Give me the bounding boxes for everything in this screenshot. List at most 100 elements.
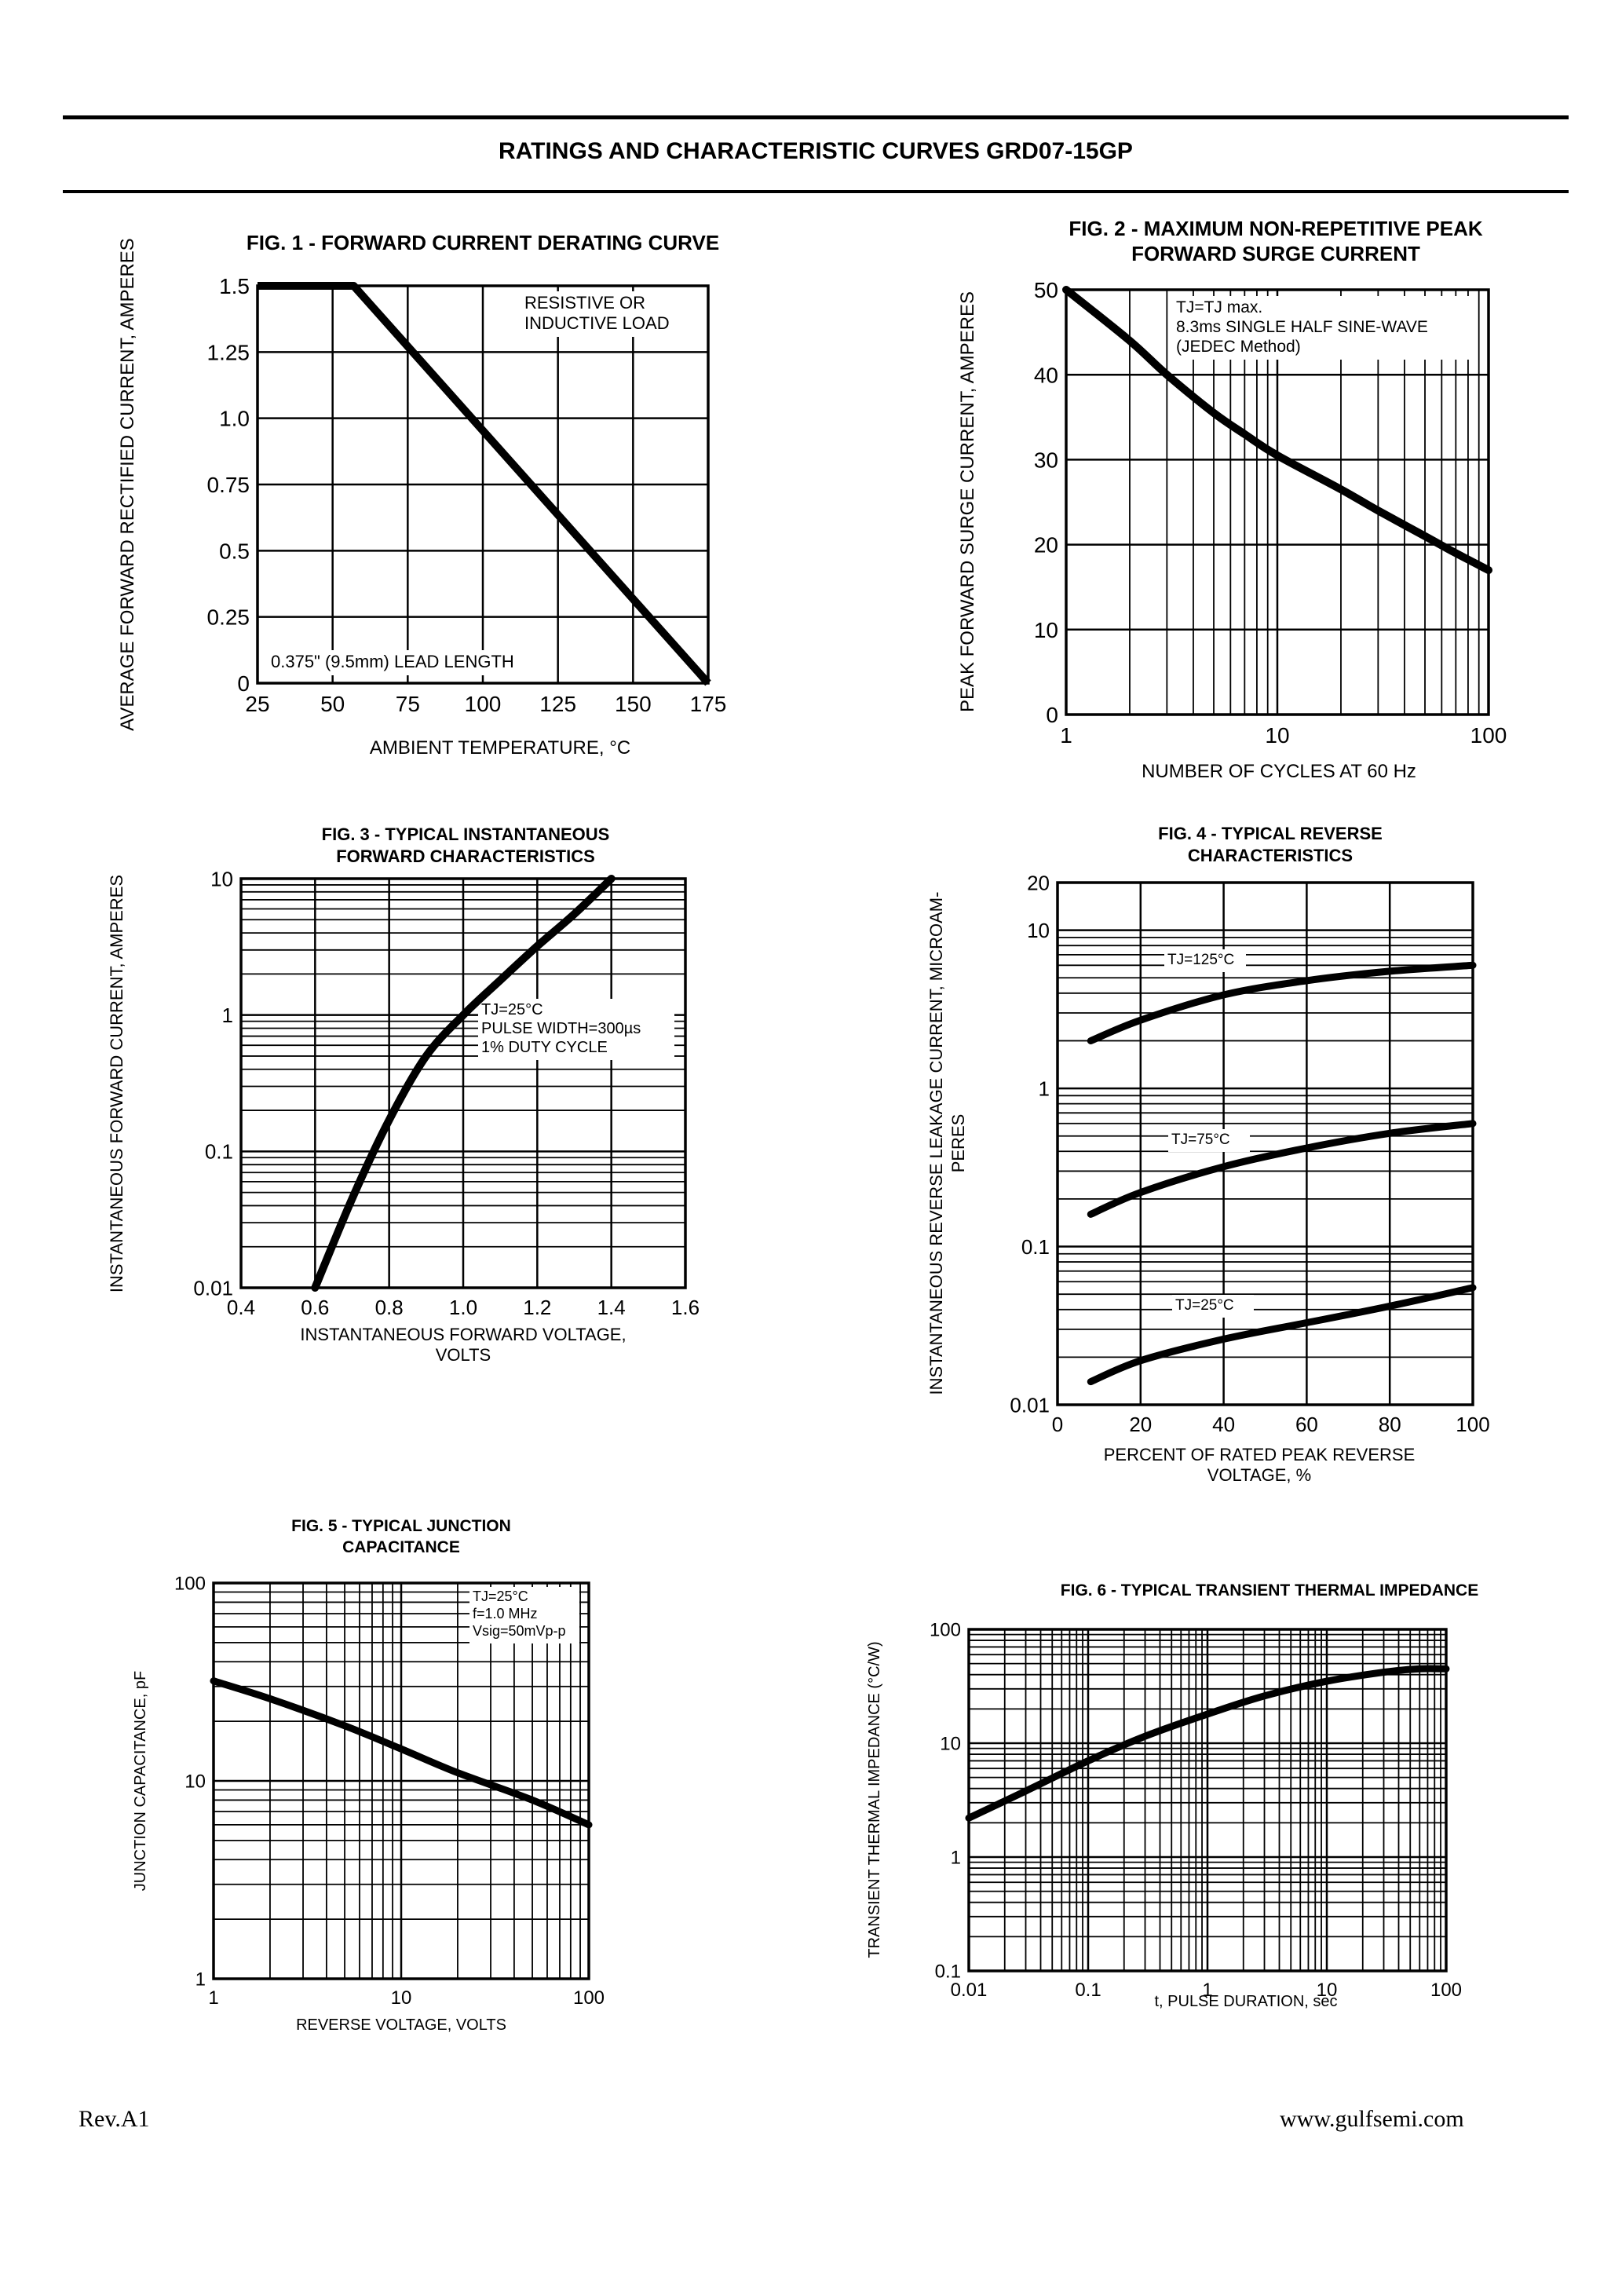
fig5-x-tick-label: 10 — [391, 1987, 412, 2009]
fig5-x-tick-label: 100 — [573, 1987, 605, 2009]
fig3-x-tick-label: 1.6 — [671, 1296, 700, 1319]
fig3-y-tick-label: 10 — [210, 867, 233, 890]
fig1-y-tick-label: 0.25 — [207, 605, 250, 630]
fig5-y-tick-label: 100 — [174, 1574, 206, 1595]
fig4-chart: 0 20 40 60 80 100 0.01 0.1 1 10 20 FIG. 4 - TYPICAL… — [926, 824, 1490, 1485]
fig1-annotation-lead: 0.375" (9.5mm) LEAD LENGTH — [271, 652, 514, 671]
fig1-x-tick-label: 75 — [396, 692, 420, 716]
fig4-series-label: TJ=25°C — [1175, 1297, 1234, 1314]
fig6-x-tick-label: 0.01 — [951, 1980, 988, 2001]
fig2-y-tick-label: 10 — [1034, 618, 1058, 642]
fig1-annotation-load: INDUCTIVE LOAD — [524, 313, 670, 333]
fig4-x-tick-label: 20 — [1129, 1413, 1152, 1436]
fig4-x-tick-label: 80 — [1379, 1413, 1401, 1436]
fig3-x-tick-label: 1.0 — [449, 1296, 477, 1319]
fig3-annotation: PULSE WIDTH=300µs — [481, 1020, 641, 1037]
fig4-plot-frame — [1056, 881, 1474, 1406]
fig2-grid — [1065, 288, 1490, 716]
fig6-y-tick-label: 1 — [951, 1848, 961, 1869]
fig6-x-tick-label: 1 — [1202, 1980, 1212, 2001]
fig5-title: FIG. 5 - TYPICAL JUNCTION — [291, 1517, 511, 1535]
fig3-x-axis-label: INSTANTANEOUS FORWARD VOLTAGE, — [300, 1325, 626, 1344]
fig4-x-axis-label: PERCENT OF RATED PEAK REVERSE — [1104, 1445, 1416, 1464]
fig2-annotation: (JEDEC Method) — [1176, 338, 1301, 356]
fig6-y-tick-label: 100 — [930, 1620, 961, 1641]
fig2-annotation: 8.3ms SINGLE HALF SINE-WAVE — [1176, 318, 1428, 336]
fig3-annotation: TJ=25°C — [481, 1001, 543, 1018]
fig6-grid — [967, 1628, 1448, 1972]
fig3-series-line — [311, 875, 616, 1292]
fig6-plot-frame — [967, 1628, 1448, 1972]
fig5-annotation: Vsig=50mVp-p — [473, 1623, 566, 1639]
fig6-x-tick-label: 0.1 — [1075, 1980, 1101, 2001]
fig2-y-tick-label: 0 — [1046, 703, 1058, 727]
fig1-x-axis-label: AMBIENT TEMPERATURE, °C — [370, 737, 630, 759]
fig1-title: FIG. 1 - FORWARD CURRENT DERATING CURVE — [247, 231, 719, 254]
fig1-x-tick-label: 50 — [320, 692, 345, 716]
fig3-x-axis-label: VOLTS — [436, 1345, 491, 1365]
fig5-annotation: TJ=25°C — [473, 1589, 528, 1604]
fig2-y-axis-label: PEAK FORWARD SURGE CURRENT, AMPERES — [957, 291, 978, 712]
fig4-series-label: TJ=125°C — [1167, 952, 1234, 968]
fig4-series-line — [1087, 961, 1477, 1044]
fig4-title: CHARACTERISTICS — [1188, 846, 1353, 865]
fig2-x-tick-label: 100 — [1470, 723, 1507, 748]
fig4-series-line — [1087, 1120, 1477, 1218]
fig1-y-tick-label: 0.5 — [219, 539, 250, 563]
fig3-title: FORWARD CHARACTERISTICS — [336, 846, 595, 866]
fig2-annotation-bg — [1173, 296, 1471, 360]
fig3-x-tick-label: 1.2 — [523, 1296, 551, 1319]
fig3-x-tick-label: 0.8 — [375, 1296, 404, 1319]
fig5-plot-frame — [212, 1581, 590, 1980]
fig4-series-label-bg — [1168, 1129, 1250, 1152]
fig3-x-tick-label: 1.4 — [597, 1296, 626, 1319]
fig1-y-tick-label: 1.0 — [219, 407, 250, 431]
fig4-y-tick-label: 10 — [1027, 919, 1050, 942]
fig4-y-tick-label: 0.1 — [1021, 1235, 1050, 1259]
fig1-y-tick-label: 0 — [237, 671, 250, 696]
fig4-series-line — [1087, 1284, 1477, 1386]
fig2-y-tick-label: 50 — [1034, 278, 1058, 302]
fig6-series-line — [965, 1665, 1450, 1822]
fig3-y-axis-label: INSTANTANEOUS FORWARD CURRENT, AMPERES — [107, 875, 126, 1292]
fig4-x-tick-label: 0 — [1052, 1413, 1063, 1436]
fig1-annotation-lead-bg — [268, 650, 546, 675]
page-title: RATINGS AND CHARACTERISTIC CURVES GRD07-… — [499, 138, 1133, 164]
fig1-x-tick-label: 150 — [615, 692, 652, 716]
fig6-x-tick-label: 10 — [1317, 1980, 1338, 2001]
fig5-annotation: f=1.0 MHz — [473, 1606, 538, 1621]
fig5-series-line — [210, 1677, 593, 1829]
fig2-y-tick-label: 20 — [1034, 533, 1058, 558]
fig1-plot-frame — [256, 284, 710, 685]
fig5-y-tick-label: 10 — [184, 1771, 206, 1793]
fig4-y-tick-label: 20 — [1027, 871, 1050, 894]
fig2-annotation: TJ=TJ max. — [1176, 298, 1262, 316]
fig2-title: FORWARD SURGE CURRENT — [1131, 242, 1420, 265]
fig4-x-tick-label: 60 — [1295, 1413, 1318, 1436]
fig4-y-tick-label: 1 — [1039, 1077, 1050, 1100]
fig3-y-tick-label: 0.01 — [193, 1276, 233, 1300]
fig1-x-tick-label: 25 — [245, 692, 269, 716]
fig3-y-tick-label: 0.1 — [205, 1140, 233, 1164]
fig4-x-tick-label: 40 — [1212, 1413, 1235, 1436]
fig3-title: FIG. 3 - TYPICAL INSTANTANEOUS — [322, 824, 610, 844]
fig6-x-tick-label: 100 — [1430, 1980, 1462, 2001]
fig4-x-axis-label: VOLTAGE, % — [1207, 1465, 1311, 1485]
fig3-chart: 0.4 0.6 0.8 1.0 1.2 1.4 1.6 0.01 0.1 1 10 FIG. 3 - … — [107, 824, 700, 1365]
fig6-x-axis-label: t, PULSE DURATION, sec — [1154, 1993, 1337, 2010]
fig1-y-tick-label: 0.75 — [207, 473, 250, 497]
fig3-plot-frame — [239, 877, 687, 1289]
fig1-x-tick-label: 100 — [465, 692, 502, 716]
fig1-series-line — [258, 282, 711, 686]
fig1-annotation-load: RESISTIVE OR — [524, 293, 645, 313]
fig1-chart: 25 50 75 100 125 150 175 0 0.25 0.5 0.75 1.0 1.25 1.5… — [117, 231, 726, 759]
title-rule — [63, 190, 1569, 193]
fig5-title: CAPACITANCE — [342, 1538, 460, 1556]
footer-revision: Rev.A1 — [79, 2106, 150, 2132]
fig2-x-axis-label: NUMBER OF CYCLES AT 60 Hz — [1142, 761, 1416, 782]
fig2-title: FIG. 2 - MAXIMUM NON-REPETITIVE PEAK — [1069, 217, 1482, 240]
fig3-annotation-bg — [478, 999, 674, 1060]
fig4-series-label-bg — [1172, 1295, 1254, 1318]
